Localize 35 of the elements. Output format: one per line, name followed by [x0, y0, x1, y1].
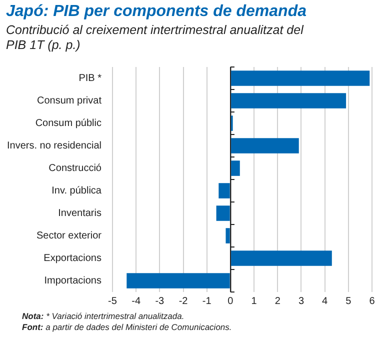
text: Font: a partir de dades del Ministeri de Comunicacions.	[22, 322, 232, 333]
x-tick-label: 6	[369, 296, 376, 307]
x-tick-label: 0	[228, 296, 234, 307]
text: Nota: * Variació intertrimestral anualitzada.	[22, 311, 186, 322]
bar	[216, 206, 230, 221]
y-tick-label: Sector exterior	[36, 230, 102, 242]
bar	[226, 228, 230, 244]
bar	[231, 250, 332, 266]
y-tick-label: Inventaris	[58, 208, 102, 219]
x-tick-label: 2	[274, 296, 281, 307]
y-tick-label: Invers. no residencial	[6, 140, 102, 152]
x-tick-label: 1	[251, 296, 258, 307]
x-tick-label: -5	[108, 296, 118, 307]
x-tick-label: 5	[346, 296, 352, 307]
x-tick-label: -4	[132, 296, 141, 307]
y-tick-label: Importacions	[44, 276, 102, 286]
x-tick-label: -2	[178, 296, 188, 307]
x-tick-label: -3	[155, 296, 165, 307]
bar	[231, 138, 299, 154]
chart-subtitle: Contribució al creixement intertrimestral anualitzat del PIB 1T (p. p.)	[6, 23, 305, 53]
bar	[231, 93, 346, 108]
chart-title: Japó: PIB per components de demanda	[6, 3, 306, 21]
bar	[126, 273, 230, 288]
y-tick-label: Inv. pública	[52, 186, 102, 196]
y-tick-label: Construcció	[48, 163, 102, 174]
y-tick-label: PIB *	[78, 73, 102, 84]
x-tick-label: 4	[322, 296, 328, 307]
y-tick-label: Exportacions	[44, 253, 102, 264]
x-tick-label: 3	[298, 296, 304, 307]
x-tick-label: -1	[202, 296, 212, 307]
y-tick-label: Consum privat	[37, 96, 102, 106]
y-tick-label: Consum públic	[35, 118, 102, 129]
bar	[231, 160, 240, 176]
bar	[231, 70, 370, 86]
bar	[218, 183, 230, 198]
